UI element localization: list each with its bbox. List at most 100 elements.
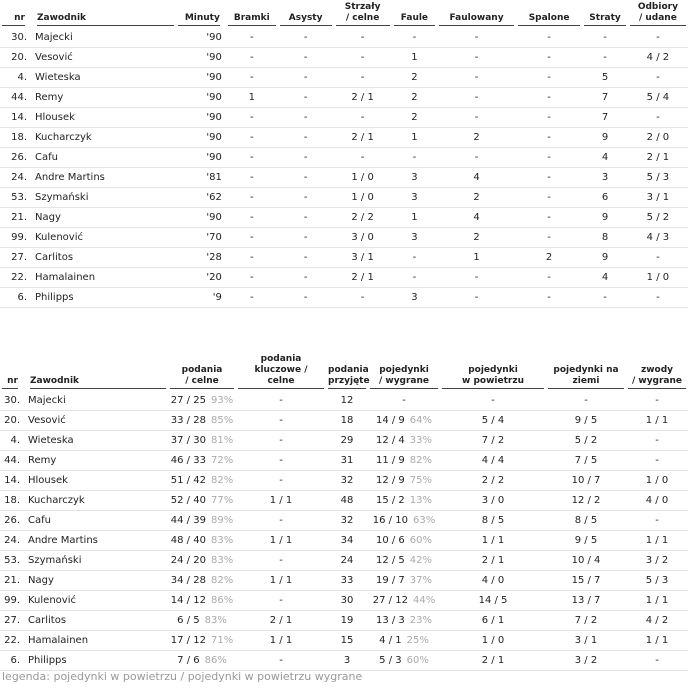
header-text: Zawodnik: [37, 13, 87, 23]
cell-text: -: [603, 292, 607, 303]
cell-text: Philipps: [35, 292, 74, 303]
cell: 2 / 1: [440, 551, 546, 571]
column-header: Zawodnik: [29, 2, 176, 28]
cell-text: 5 / 3: [379, 655, 402, 666]
header-text: podania kluczowe /: [254, 354, 308, 375]
cell: 33: [326, 571, 368, 591]
cell: -: [277, 248, 334, 268]
header-box: pojedynki na ziemi: [548, 365, 624, 389]
cell-text: 2 / 1: [646, 152, 670, 163]
cell-text: 24.: [11, 172, 27, 183]
cell-text: -: [547, 132, 551, 143]
cell-text: 48: [340, 495, 354, 506]
cell: Remy: [29, 88, 177, 108]
cell: '70: [176, 228, 226, 248]
header-box: Zawodnik: [30, 376, 166, 389]
cell: 19: [326, 611, 368, 631]
cell-text: 34 / 28: [170, 575, 206, 586]
cell-text: Vesović: [28, 415, 66, 426]
player-row: 6. Philipps '9 - - - 3 - - - -: [0, 288, 688, 308]
column-header: podania przyjęte: [326, 354, 370, 391]
cell-text: -: [474, 272, 479, 283]
cell-text: '90: [206, 32, 222, 43]
cell-text: -: [655, 515, 659, 526]
cell-text: 6: [601, 192, 609, 203]
cell: 14 / 12 86%: [168, 591, 236, 611]
cell-text: 3 / 1: [351, 252, 374, 263]
cell: -: [515, 148, 583, 168]
cell-text: Cafu: [28, 515, 51, 526]
cell: -: [515, 48, 583, 68]
cell-text: 18.: [11, 132, 27, 143]
cell-text: -: [303, 232, 308, 243]
percentage: 82%: [210, 475, 234, 486]
cell-text: 4 / 1: [379, 635, 402, 646]
cell-text: -: [303, 52, 308, 63]
cell: 1: [225, 88, 278, 108]
cell-text: 5 / 3: [646, 172, 670, 183]
cell: -: [437, 68, 516, 88]
cell-text: 1 / 0: [481, 635, 505, 646]
cell: 15 / 2 13%: [368, 491, 440, 511]
cell: 44 / 39 89%: [168, 511, 236, 531]
cell-text: 13 / 3: [375, 615, 405, 626]
player-row: 27. Carlitos '28 - - 3 / 1 - 1 2 9 -: [0, 248, 688, 268]
cell: 48 / 40 83%: [168, 531, 236, 551]
cell: -: [225, 168, 278, 188]
cell-text: -: [249, 172, 254, 183]
cell-text: 5 / 4: [481, 415, 505, 426]
column-header: pojedynki na ziemi: [546, 354, 626, 391]
cell-text: 9: [601, 132, 609, 143]
cell: 2 / 1: [333, 128, 392, 148]
cell-text: 11 / 9: [375, 455, 405, 466]
cell: 2: [437, 228, 516, 248]
cell: -: [626, 451, 688, 471]
cell-text: -: [474, 152, 479, 163]
header-box: Strzały / celne: [335, 2, 390, 26]
cell: -: [627, 68, 688, 88]
cell-text: 14 / 12: [170, 595, 206, 606]
cell: -: [225, 208, 278, 228]
cell: 24.: [0, 531, 22, 551]
cell: 24.: [0, 168, 29, 188]
cell: 44.: [0, 451, 22, 471]
cell-text: -: [249, 212, 254, 223]
cell: 2: [437, 188, 516, 208]
cell-text: 9: [601, 212, 609, 223]
cell-text: -: [547, 292, 551, 303]
player-row: 6. Philipps 7 / 6 86% - 3 5 / 3 60% 2 / 1 3 / 2 -: [0, 651, 688, 671]
player-row: 14. Hlousek 51 / 42 82% - 32 12 / 9 75% 2 / 2 10 …: [0, 471, 688, 491]
cell: 1: [391, 208, 438, 228]
player-row: 18. Kucharczyk '90 - - 2 / 1 1 2 - 9 2 / 0: [0, 128, 688, 148]
cell: 3 / 1: [627, 188, 688, 208]
cell-text: '90: [206, 212, 222, 223]
cell-text: 51 / 42: [170, 475, 206, 486]
cell-text: 14 / 9: [375, 415, 405, 426]
cell: 7 / 2: [440, 431, 546, 451]
cell: -: [277, 108, 334, 128]
cell-text: 3: [343, 655, 351, 666]
cell: 20.: [0, 411, 22, 431]
cell: 17 / 12 71%: [168, 631, 236, 651]
cell-text: Majecki: [28, 395, 66, 406]
cell: -: [333, 108, 392, 128]
cell: -: [333, 28, 392, 48]
header-box: Bramki: [227, 13, 276, 26]
cell-text: -: [655, 395, 659, 406]
cell: 1 / 1: [440, 531, 546, 551]
cell: 31: [326, 451, 368, 471]
cell: 6.: [0, 651, 22, 671]
cell-text: 4 / 4: [481, 455, 505, 466]
header-box: podania kluczowe / celne: [238, 354, 324, 389]
cell: '28: [176, 248, 226, 268]
cell: Andre Martins: [22, 531, 168, 551]
cell-text: -: [360, 292, 365, 303]
cell: '90: [176, 128, 226, 148]
cell: -: [515, 188, 583, 208]
player-row: 27. Carlitos 6 / 5 83% 2 / 1 19 13 / 3 23% 6 / 1…: [0, 611, 688, 631]
player-row: 20. Vesović '90 - - - 1 - - - 4 / 2: [0, 48, 688, 68]
cell-text: 1: [411, 212, 418, 223]
cell: -: [225, 48, 278, 68]
cell-text: -: [303, 292, 308, 303]
header-box: zwody / wygrane: [628, 365, 686, 389]
